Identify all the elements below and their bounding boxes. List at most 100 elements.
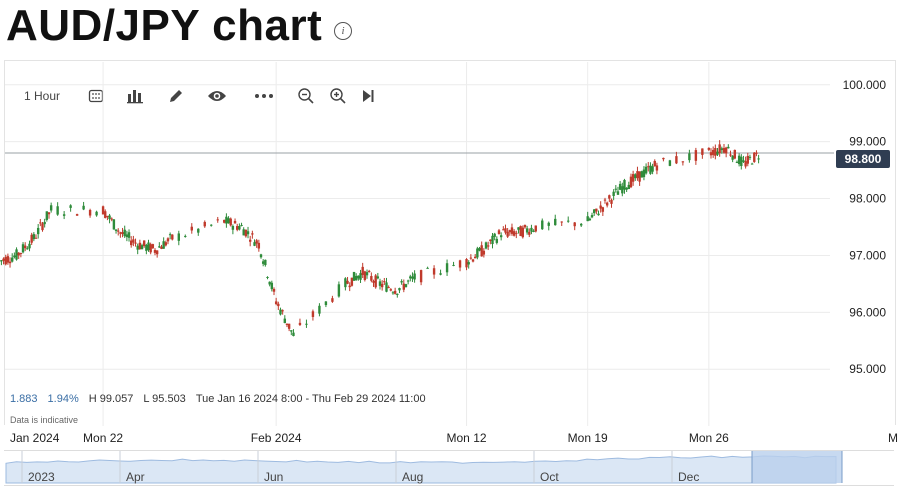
candle-body [240,224,243,226]
candle-body [484,242,488,249]
candle-body [528,231,531,235]
candle-body [268,281,271,285]
candles-icon[interactable] [78,85,114,107]
candle-body [121,232,124,235]
candle-body [350,277,354,286]
candle-body [534,225,537,232]
candle-body [393,290,397,294]
candle-body [41,223,44,231]
y-tick-label: 95.000 [849,362,886,376]
candle-body [4,257,7,265]
candle-body [376,276,380,279]
candle-body [290,330,293,332]
candle-body [396,293,399,295]
candle-body [400,281,403,283]
candle-body [162,241,165,249]
candle-body [374,275,377,288]
candle-body [489,239,492,241]
candle-body [731,155,734,160]
candle-body [216,219,219,221]
more-icon[interactable] [238,85,290,107]
x-tick-label: Mon 12 [447,431,487,445]
navigator-area [5,455,837,484]
candle-body [707,147,711,150]
candle-body [603,199,607,201]
candle-body [469,257,473,259]
bar-chart-icon[interactable] [114,85,156,107]
candle-body [361,266,364,275]
candle-body [11,257,14,262]
candle-body [279,309,282,315]
candle-body [508,230,512,233]
candle-body [45,211,49,220]
candle-body [34,237,38,239]
play-forward-icon[interactable] [354,85,382,107]
candle-body [318,305,321,314]
candle-body [348,285,351,288]
candle-body [482,250,486,255]
candle-body [331,298,334,302]
candle-body [688,153,691,161]
candle-body [177,233,180,241]
candle-body [629,176,633,188]
eye-icon[interactable] [196,85,238,107]
candle-body [631,174,635,182]
candle-body [266,276,269,278]
candle-body [651,166,654,172]
candle-body [757,158,760,160]
candle-body [359,273,362,280]
interval-selector[interactable]: 1 Hour [24,85,78,107]
candle-body [465,259,468,268]
candle-body [735,161,739,163]
candle-body [521,227,524,238]
navigator-label: Dec [678,470,699,484]
candle-body [136,245,139,250]
candle-body [718,144,721,154]
y-tick-label: 100.000 [843,78,887,92]
candle-body [145,244,148,251]
zoom-in-icon[interactable] [322,85,354,107]
candle-body [746,155,749,164]
candle-body [355,275,358,281]
draw-pencil-icon[interactable] [156,85,196,107]
candle-body [525,228,529,233]
candle-body [8,261,12,264]
candle-body [32,234,36,240]
x-tick-label: Mon 19 [568,431,608,445]
candle-body [601,207,605,212]
candle-body [127,232,131,238]
navigator[interactable] [4,450,894,486]
candle-body [530,227,533,232]
candle-body [2,258,5,261]
candle-body [147,242,150,251]
current-price-tag: 98.800 [836,150,890,168]
candle-body [625,187,628,190]
candle-body [653,160,656,167]
candle-body [627,184,630,190]
candle-body [473,256,477,259]
candle-body [411,276,414,279]
candle-body [372,281,375,283]
candle-body [493,233,496,237]
candle-body [701,148,704,155]
candle-body [233,220,237,224]
candle-body [13,255,16,258]
candle-body [365,272,369,276]
candle-body [272,288,276,292]
candle-body [541,220,544,230]
candle-body [748,156,752,158]
navigator-selection[interactable] [752,451,842,483]
candle-body [662,157,665,160]
candle-body [231,226,235,230]
candle-body [413,273,416,280]
candle-body [125,234,129,237]
candle-body [142,240,146,247]
candle-body [495,238,499,243]
info-icon[interactable]: i [334,22,352,40]
candle-body [523,224,527,228]
candle-body [621,186,624,194]
zoom-out-icon[interactable] [290,85,322,107]
candle-body [610,199,613,204]
candle-body [378,281,382,286]
